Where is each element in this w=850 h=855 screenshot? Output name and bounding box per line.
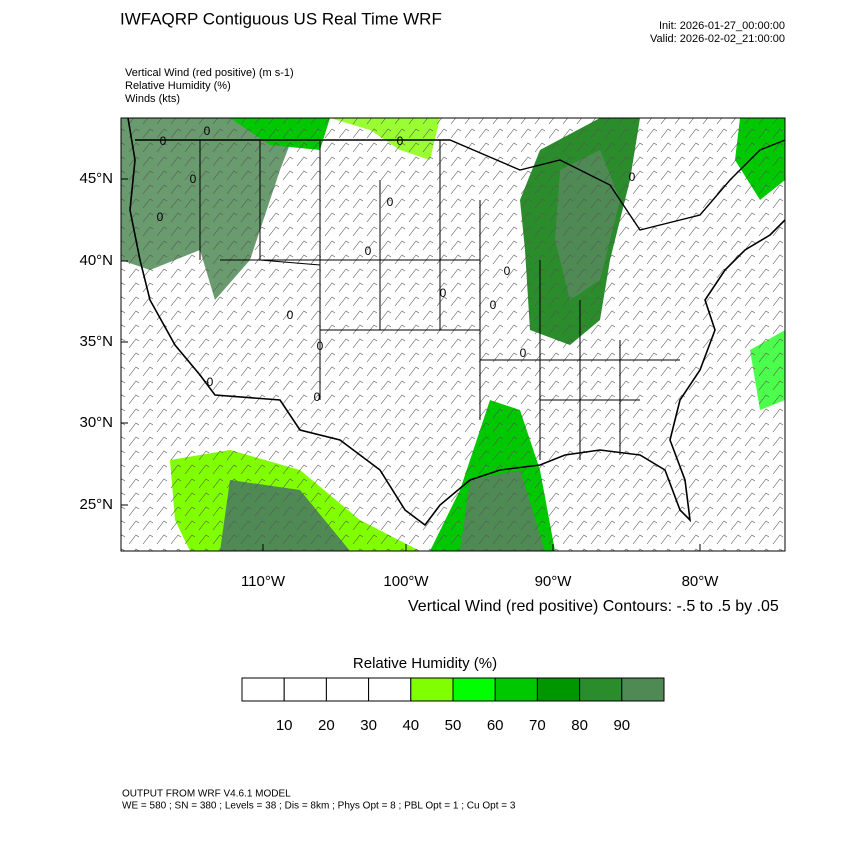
contour-label: 0 bbox=[504, 264, 511, 278]
colorbar-box bbox=[241, 677, 285, 702]
contour-note: Vertical Wind (red positive) Contours: -… bbox=[408, 598, 779, 615]
colorbar-box bbox=[621, 677, 665, 702]
plot-frame bbox=[120, 117, 786, 552]
lon-label: 110°W bbox=[241, 573, 286, 590]
field-label: Winds (kts) bbox=[125, 93, 180, 105]
lat-label: 40°N bbox=[79, 252, 113, 269]
colorbar-box bbox=[536, 677, 581, 702]
contour-label: 0 bbox=[314, 390, 321, 404]
contour-label: 0 bbox=[440, 286, 447, 300]
lon-label: 90°W bbox=[535, 573, 573, 590]
colorbar-label: 10 bbox=[276, 717, 293, 734]
colorbar-label: 70 bbox=[529, 717, 546, 734]
init-time: Init: 2026-01-27_00:00:00 bbox=[659, 20, 785, 32]
lat-label: 30°N bbox=[79, 414, 113, 431]
colorbar-box bbox=[325, 677, 370, 702]
lat-label: 35°N bbox=[79, 333, 113, 350]
colorbar-box bbox=[579, 677, 623, 702]
contour-label: 0 bbox=[317, 339, 324, 353]
colorbar-box bbox=[283, 677, 327, 702]
lat-label: 45°N bbox=[79, 170, 113, 187]
contour-label: 0 bbox=[157, 210, 164, 224]
field-label: Vertical Wind (red positive) (m s-1) bbox=[125, 67, 294, 79]
contour-label: 0 bbox=[207, 375, 214, 389]
contour-label: 0 bbox=[490, 298, 497, 312]
lat-label: 25°N bbox=[79, 496, 113, 513]
valid-time: Valid: 2026-02-02_21:00:00 bbox=[650, 33, 785, 45]
lon-label: 80°W bbox=[682, 573, 720, 590]
contour-label: 0 bbox=[397, 134, 404, 148]
title: IWFAQRP Contiguous US Real Time WRF bbox=[120, 9, 442, 28]
contour-label: 0 bbox=[190, 172, 197, 186]
colorbar-label: 80 bbox=[571, 717, 588, 734]
contour-label: 0 bbox=[520, 346, 527, 360]
colorbar-box bbox=[494, 677, 538, 702]
colorbar-box bbox=[410, 677, 454, 702]
contour-label: 0 bbox=[204, 124, 211, 138]
footer-line: OUTPUT FROM WRF V4.6.1 MODEL bbox=[122, 789, 291, 800]
colorbar-title: Relative Humidity (%) bbox=[353, 655, 497, 672]
colorbar-label: 20 bbox=[318, 717, 335, 734]
contour-label: 0 bbox=[287, 308, 294, 322]
contour-label: 0 bbox=[387, 195, 394, 209]
colorbar: 10 20 30 40 50 60 70 80 90 bbox=[241, 677, 665, 734]
colorbar-label: 40 bbox=[402, 717, 419, 734]
lon-label: 100°W bbox=[383, 573, 429, 590]
footer-line: WE = 580 ; SN = 380 ; Levels = 38 ; Dis … bbox=[122, 801, 516, 812]
field-label: Relative Humidity (%) bbox=[125, 80, 231, 92]
colorbar-label: 50 bbox=[445, 717, 462, 734]
colorbar-label: 60 bbox=[487, 717, 504, 734]
contour-label: 0 bbox=[629, 170, 636, 184]
map bbox=[121, 118, 785, 551]
colorbar-label: 90 bbox=[613, 717, 630, 734]
colorbar-box bbox=[452, 677, 496, 702]
colorbar-box bbox=[368, 677, 412, 702]
contour-label: 0 bbox=[160, 134, 167, 148]
contour-label: 0 bbox=[365, 244, 372, 258]
colorbar-label: 30 bbox=[360, 717, 377, 734]
